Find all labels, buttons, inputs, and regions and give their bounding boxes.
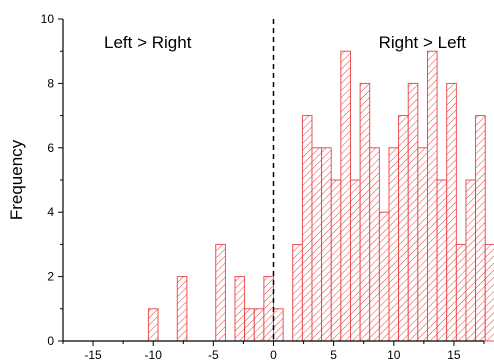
y-tick-label: 4 — [47, 205, 54, 219]
histogram-bar — [340, 50, 351, 342]
histogram-bar — [273, 308, 284, 342]
y-tick-label: 8 — [47, 76, 54, 90]
histogram-bar — [369, 147, 380, 342]
histogram-bar — [253, 308, 265, 342]
x-tick-label: 0 — [270, 348, 277, 362]
histogram-bar — [388, 147, 400, 342]
histogram-bar — [292, 243, 303, 342]
x-tick-label: 15 — [447, 348, 461, 362]
x-tick-label: -15 — [84, 348, 102, 362]
histogram-bar — [263, 276, 274, 342]
x-tick-label: 5 — [330, 348, 337, 362]
histogram-bar — [359, 82, 371, 342]
histogram-bar — [455, 243, 467, 342]
x-axis-ticks: -15 -10 -5 0 5 10 15 — [62, 341, 485, 362]
histogram-bar — [436, 179, 448, 342]
histogram-bar — [147, 308, 159, 342]
y-tick-label: 10 — [41, 12, 55, 26]
histogram-bar — [215, 243, 226, 342]
histogram-bar — [484, 243, 494, 342]
histogram-bar — [378, 211, 390, 342]
annotation-left-greater-right: Left > Right — [104, 33, 192, 52]
y-tick-label: 2 — [47, 270, 54, 284]
histogram-bar — [407, 82, 419, 342]
histogram-bar — [321, 147, 332, 342]
y-tick-label: 0 — [47, 334, 54, 348]
histogram-bar — [330, 179, 342, 342]
histogram-bar — [350, 179, 361, 342]
y-axis-ticks: 0 2 4 6 8 10 — [41, 12, 63, 348]
histogram-bar — [417, 147, 428, 342]
y-axis-label: Frequency — [7, 139, 26, 220]
histogram-bar — [475, 115, 486, 342]
histogram-bar — [311, 147, 323, 342]
x-tick-label: -5 — [208, 348, 219, 362]
histogram-bar — [398, 115, 409, 342]
bar-series — [147, 50, 494, 342]
histogram-bar — [301, 115, 313, 342]
histogram-bar — [427, 50, 438, 342]
histogram-bar — [234, 276, 246, 342]
histogram-bar — [446, 82, 457, 342]
histogram-bar — [244, 308, 255, 342]
histogram-bar — [465, 179, 477, 342]
x-tick-label: -10 — [145, 348, 163, 362]
x-tick-label: 10 — [387, 348, 401, 362]
annotation-right-greater-left: Right > Left — [379, 33, 467, 52]
y-tick-label: 6 — [47, 141, 54, 155]
histogram-bar — [176, 276, 188, 342]
